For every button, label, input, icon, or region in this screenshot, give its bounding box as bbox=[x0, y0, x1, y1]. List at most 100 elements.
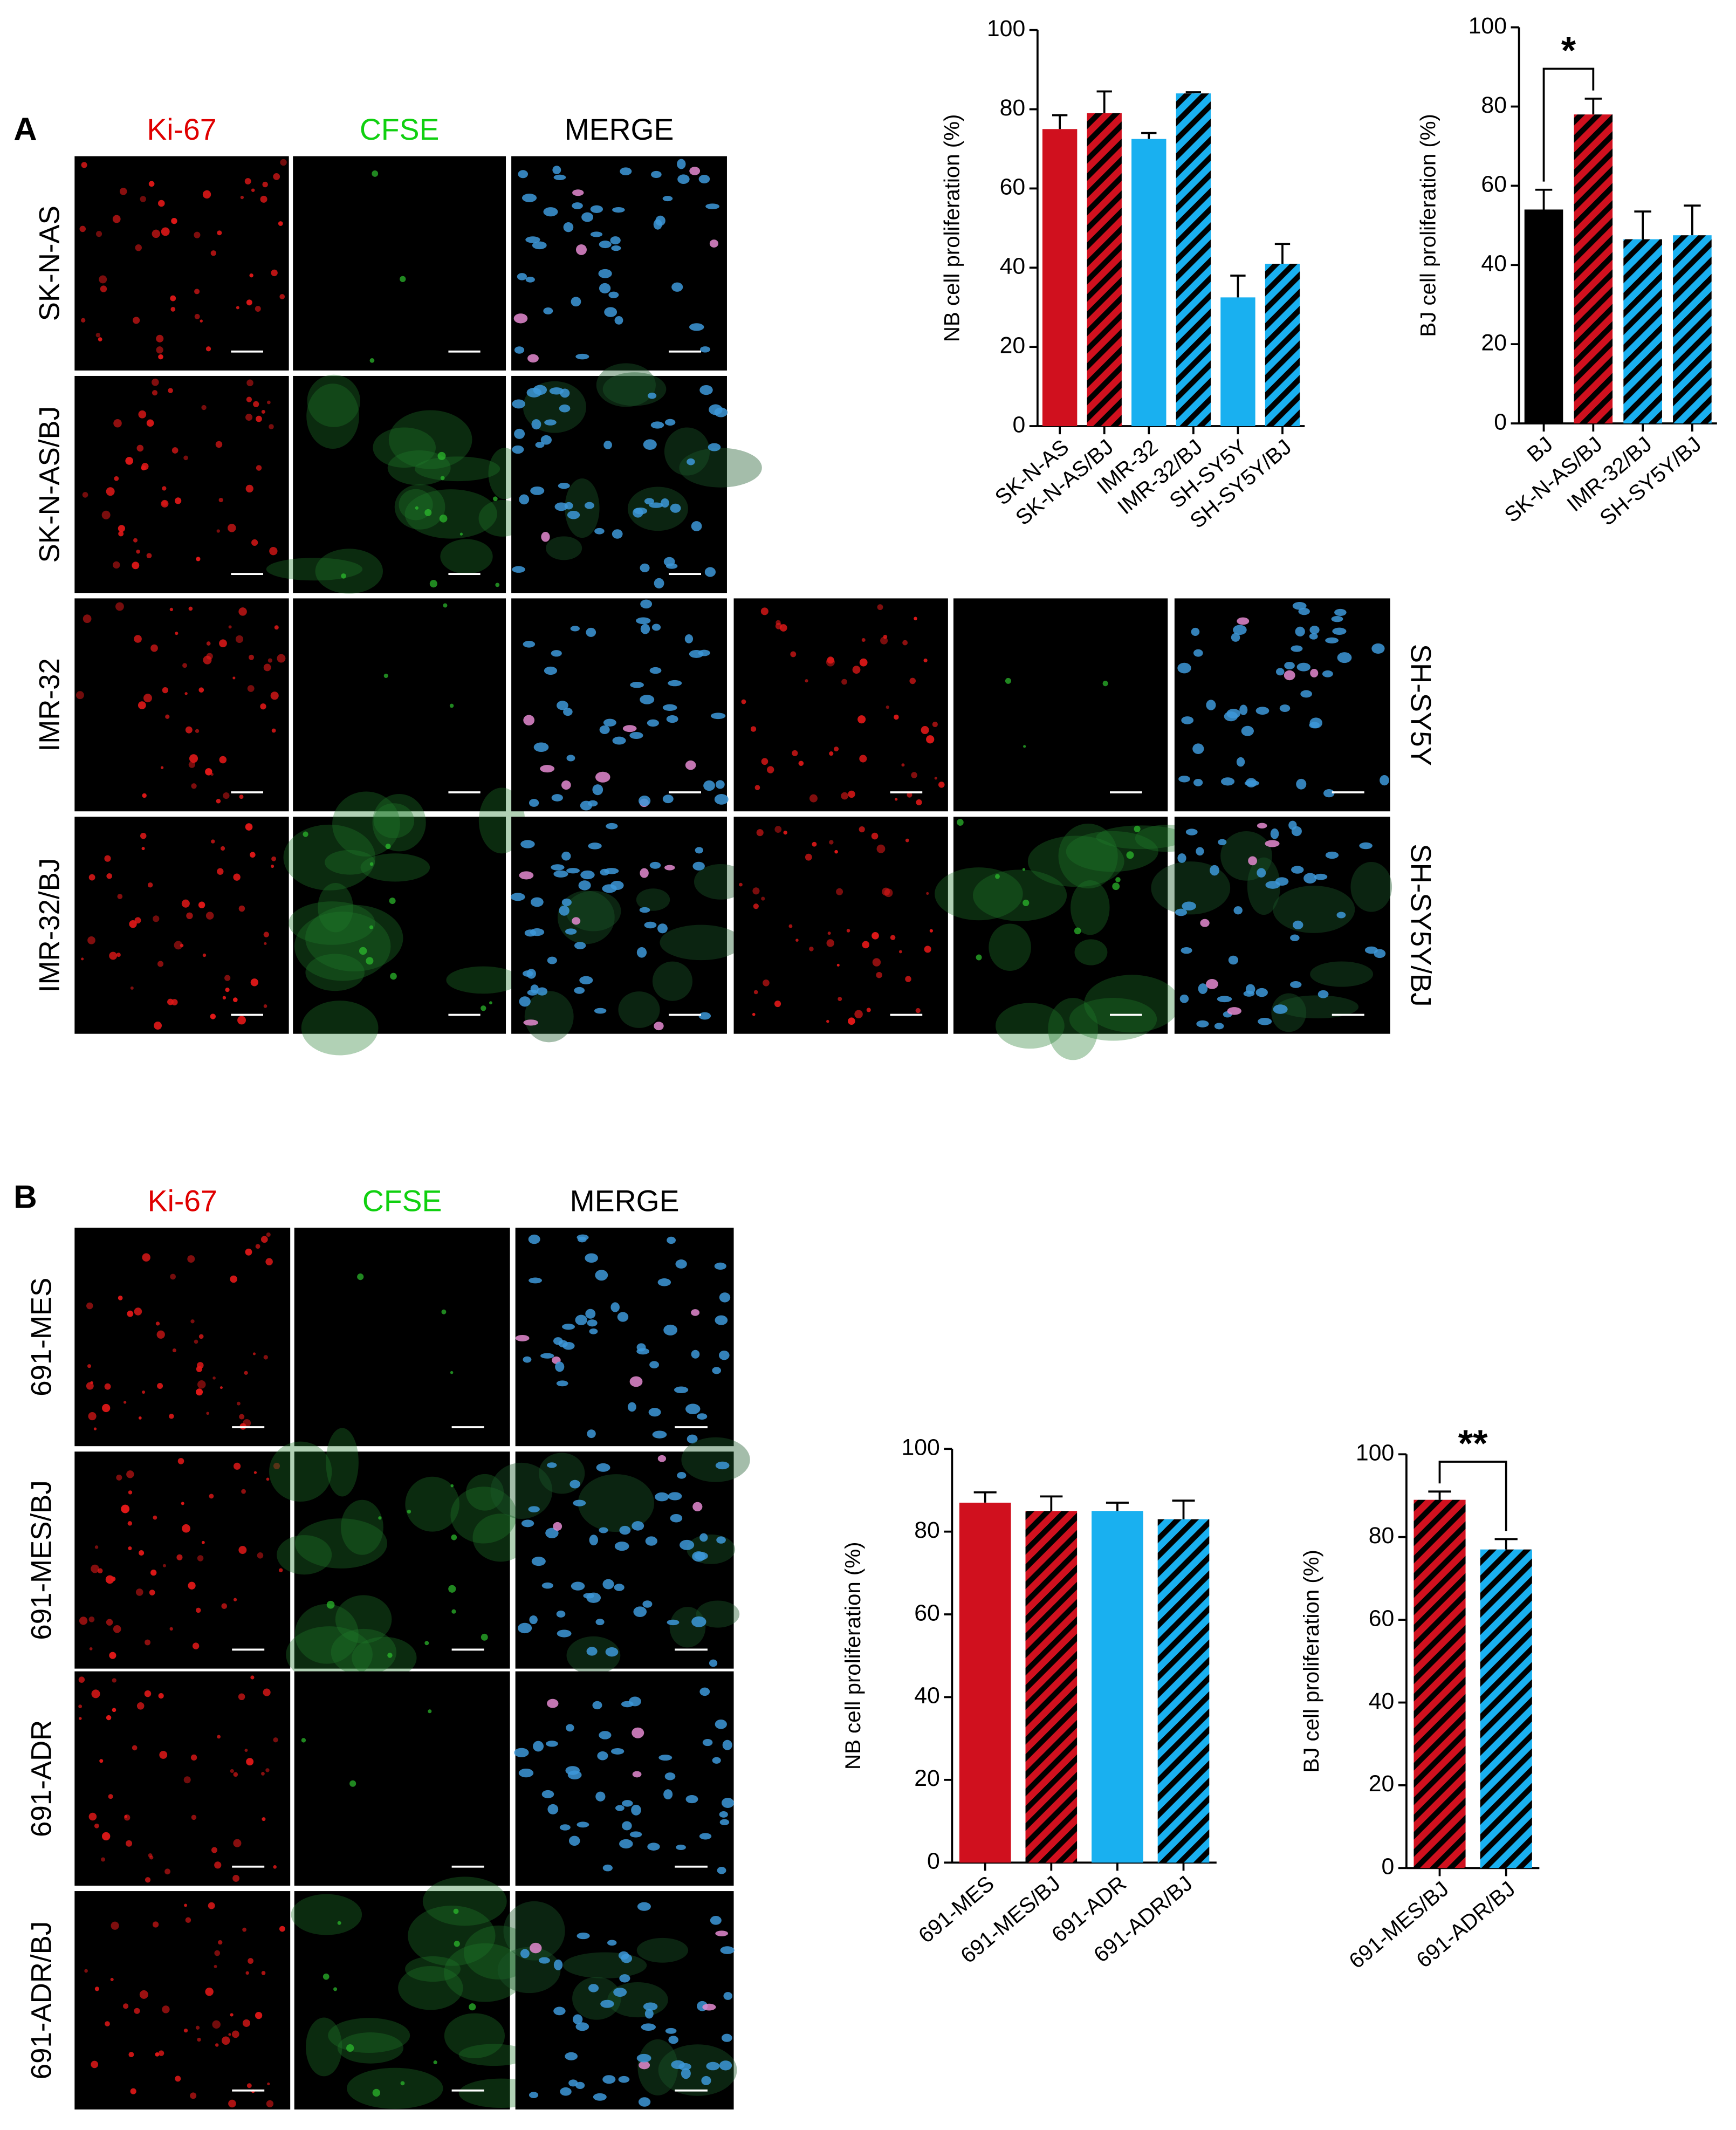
ki67-dot bbox=[898, 950, 902, 954]
nucleus bbox=[699, 385, 713, 395]
nucleus bbox=[644, 498, 654, 505]
ki67-dot bbox=[198, 687, 204, 693]
cfse-haze bbox=[414, 456, 500, 482]
micrograph bbox=[266, 374, 526, 594]
nucleus bbox=[1239, 704, 1248, 715]
error-bar bbox=[1634, 210, 1651, 239]
nucleus bbox=[1191, 627, 1200, 636]
bar bbox=[1176, 93, 1211, 427]
nucleus bbox=[599, 725, 610, 734]
nucleus bbox=[525, 277, 535, 283]
ki67-dot bbox=[206, 653, 213, 660]
nucleus bbox=[587, 800, 598, 807]
ki67-dot bbox=[915, 1008, 921, 1013]
nucleus bbox=[681, 2068, 691, 2079]
error-bar bbox=[1096, 90, 1112, 113]
ki67-dot bbox=[139, 1550, 145, 1556]
cfse-haze bbox=[1048, 998, 1098, 1060]
ki67-dot bbox=[255, 1244, 260, 1249]
nucleus bbox=[566, 868, 580, 874]
nucleus bbox=[709, 239, 718, 248]
ki67-dot bbox=[106, 1715, 112, 1721]
nucleus bbox=[602, 1579, 614, 1590]
nucleus bbox=[1177, 662, 1191, 674]
nucleus bbox=[598, 269, 612, 278]
y-tick-label: 40 bbox=[1000, 254, 1026, 279]
cfse-haze bbox=[266, 558, 363, 581]
nucleus bbox=[619, 1839, 633, 1849]
cfse-dot bbox=[433, 2060, 437, 2065]
ki67-dot bbox=[95, 333, 101, 338]
cfse-haze bbox=[446, 966, 520, 994]
ki67-dot bbox=[198, 901, 205, 908]
ki67-dot bbox=[209, 1494, 214, 1499]
nucleus bbox=[557, 701, 568, 710]
ki67-dot bbox=[158, 354, 163, 360]
y-tick-label: 20 bbox=[1481, 330, 1507, 355]
cfse-haze bbox=[458, 2044, 529, 2066]
nucleus bbox=[612, 736, 626, 745]
ki67-dot bbox=[159, 1751, 168, 1759]
ki67-dot bbox=[123, 1401, 127, 1404]
ki67-dot bbox=[261, 409, 265, 414]
nucleus bbox=[544, 666, 558, 675]
cfse-haze bbox=[1071, 880, 1110, 935]
ki67-dot bbox=[262, 181, 268, 188]
ki67-dot bbox=[112, 215, 121, 223]
ki67-dot bbox=[809, 947, 814, 951]
ki67-dot bbox=[81, 162, 87, 168]
nucleus bbox=[1284, 662, 1295, 669]
cfse-haze bbox=[328, 2018, 410, 2053]
bar bbox=[1480, 1549, 1532, 1868]
ki67-dot bbox=[150, 1569, 157, 1576]
ki67-dot bbox=[827, 656, 834, 664]
nucleus bbox=[664, 1772, 676, 1780]
nucleus bbox=[540, 1353, 554, 1359]
nucleus bbox=[560, 2087, 572, 2096]
ki67-dot bbox=[126, 1470, 134, 1478]
nucleus bbox=[527, 989, 538, 996]
nucleus bbox=[530, 486, 545, 495]
ki67-dot bbox=[767, 766, 774, 773]
ki67-dot bbox=[121, 1504, 130, 1513]
ki67-dot bbox=[827, 932, 831, 935]
ki67-dot bbox=[266, 1477, 270, 1481]
y-tick-label: 100 bbox=[1356, 1440, 1394, 1466]
ki67-dot bbox=[265, 1258, 273, 1266]
nucleus bbox=[1210, 865, 1219, 876]
nucleus bbox=[1323, 789, 1335, 798]
ki67-dot bbox=[255, 2011, 263, 2019]
ki67-dot bbox=[279, 294, 285, 299]
error-bar bbox=[1428, 1490, 1451, 1500]
ki67-dot bbox=[938, 782, 945, 788]
nucleus bbox=[715, 1461, 730, 1470]
y-axis-label: NB cell proliferation (%) bbox=[841, 1542, 865, 1770]
nucleus bbox=[1178, 776, 1190, 783]
ki67-dot bbox=[187, 1255, 195, 1263]
micrograph bbox=[490, 1437, 750, 1675]
ki67-dot bbox=[113, 561, 120, 569]
micrograph-background bbox=[733, 598, 948, 812]
nucleus bbox=[538, 1957, 550, 1964]
row-label: IMR-32/BJ bbox=[34, 858, 66, 992]
cfse-haze bbox=[596, 363, 656, 407]
nucleus bbox=[1334, 608, 1347, 617]
ki67-dot bbox=[805, 853, 812, 861]
ki67-dot bbox=[101, 1832, 111, 1841]
ki67-dot bbox=[112, 1708, 116, 1713]
ki67-dot bbox=[144, 1690, 152, 1697]
ki67-dot bbox=[249, 273, 253, 278]
nucleus bbox=[610, 236, 621, 245]
micrograph bbox=[497, 1891, 737, 2110]
cfse-dot bbox=[429, 580, 437, 588]
nucleus bbox=[677, 174, 690, 184]
ki67-dot bbox=[89, 1647, 93, 1650]
ki67-dot bbox=[228, 2099, 236, 2108]
cfse-dot bbox=[493, 496, 498, 501]
ki67-dot bbox=[238, 1546, 247, 1554]
nucleus bbox=[514, 346, 525, 354]
nucleus bbox=[584, 502, 595, 509]
ki67-dot bbox=[754, 785, 760, 791]
cfse-haze bbox=[563, 1952, 647, 1978]
nucleus bbox=[551, 864, 565, 871]
